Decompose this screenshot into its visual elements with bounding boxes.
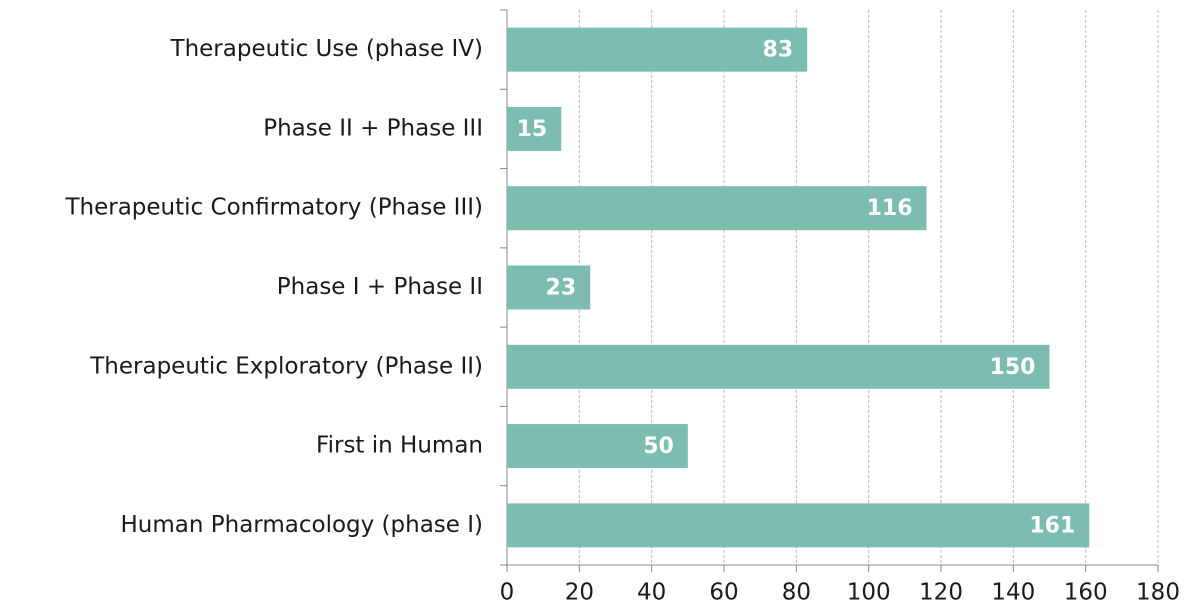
bar: [507, 186, 927, 231]
x-tick-label: 0: [500, 580, 515, 606]
x-tick-label: 100: [847, 580, 891, 606]
bar: [507, 424, 688, 469]
y-tick-label: Therapeutic Confirmatory (Phase III): [64, 195, 483, 221]
bar: [507, 265, 591, 310]
x-tick-label: 40: [637, 580, 666, 606]
bar: [507, 27, 808, 72]
x-tick-label: 140: [991, 580, 1035, 606]
x-tick-label: 60: [709, 580, 738, 606]
x-tick-label: 180: [1136, 580, 1180, 606]
bar: [507, 344, 1050, 389]
bar: [507, 503, 1090, 548]
bar: [507, 106, 562, 151]
x-tick-label: 120: [919, 580, 963, 606]
value-label: 50: [643, 434, 674, 459]
y-tick-label: Human Pharmacology (phase I): [121, 512, 484, 538]
value-label: 161: [1029, 513, 1075, 538]
value-label: 150: [990, 355, 1036, 380]
value-label: 15: [517, 117, 548, 142]
y-tick-label: First in Human: [316, 433, 483, 459]
y-tick-label: Phase I + Phase II: [277, 274, 483, 300]
x-tick-label: 80: [782, 580, 811, 606]
y-tick-label: Phase II + Phase III: [263, 115, 483, 141]
value-label: 23: [546, 276, 577, 301]
y-tick-label: Therapeutic Use (phase IV): [170, 36, 483, 62]
y-tick-label: Therapeutic Exploratory (Phase II): [89, 353, 483, 379]
value-label: 116: [867, 196, 913, 221]
x-tick-label: 20: [565, 580, 594, 606]
value-label: 83: [763, 38, 794, 63]
x-tick-label: 160: [1064, 580, 1108, 606]
